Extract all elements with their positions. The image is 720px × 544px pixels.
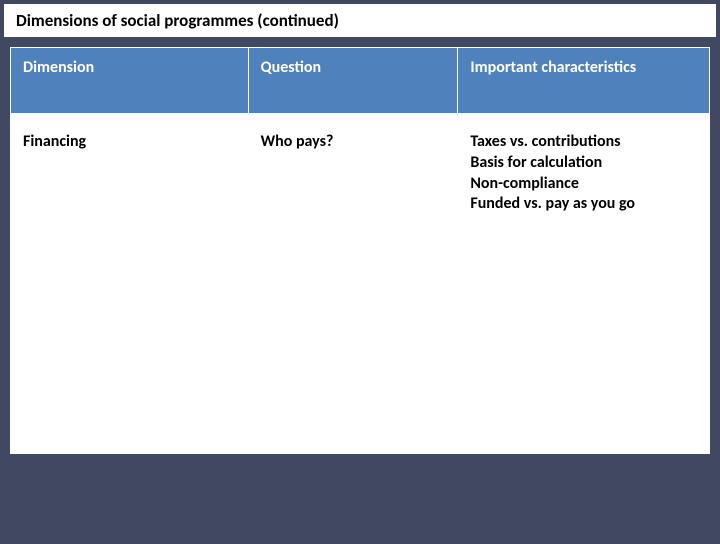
cell-question: Who pays? xyxy=(248,114,458,244)
cell-dimension: Financing xyxy=(11,114,249,244)
dimensions-table: Dimension Question Important characteris… xyxy=(10,47,710,454)
table-header-row: Dimension Question Important characteris… xyxy=(11,48,710,114)
header-dimension: Dimension xyxy=(11,48,249,114)
cell-characteristics: Taxes vs. contributionsBasis for calcula… xyxy=(458,114,710,244)
header-question: Question xyxy=(248,48,458,114)
title-bar: Dimensions of social programmes (continu… xyxy=(4,4,716,37)
table-spacer xyxy=(11,244,710,454)
slide-title: Dimensions of social programmes (continu… xyxy=(16,10,339,31)
table-row: Financing Who pays? Taxes vs. contributi… xyxy=(11,114,710,244)
header-characteristics: Important characteristics xyxy=(458,48,710,114)
